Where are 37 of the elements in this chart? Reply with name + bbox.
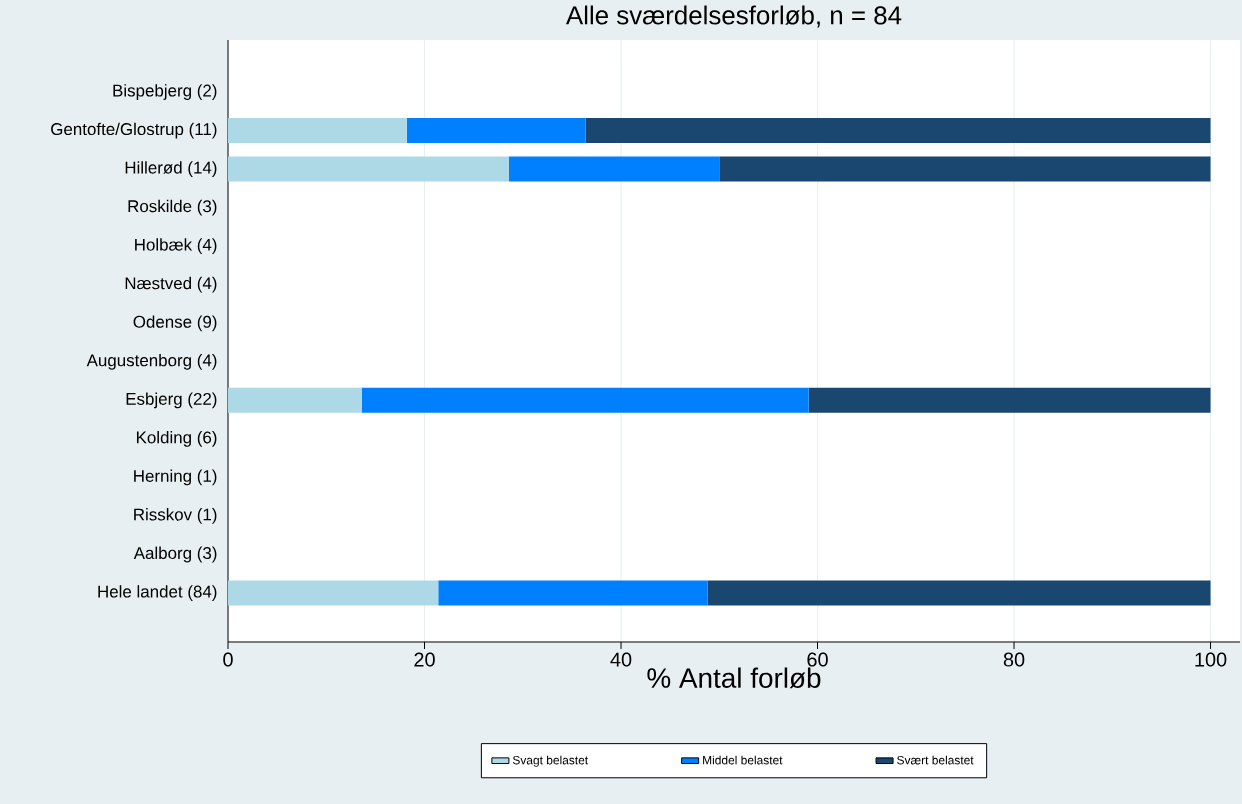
bar <box>228 580 439 606</box>
x-tick-label: 20 <box>414 652 435 667</box>
y-tick-label: Roskilde (3) <box>128 199 217 216</box>
y-tick-label: Augustenborg (4) <box>86 353 217 370</box>
y-tick-label: Hillerød (14) <box>125 161 217 177</box>
bar <box>707 580 1211 606</box>
bar <box>228 118 407 144</box>
legend-label: Middel belastet <box>703 755 783 765</box>
y-tick-label: Hele landet (84) <box>98 585 217 601</box>
bar <box>808 387 1211 413</box>
x-tick-label: 80 <box>1003 652 1025 667</box>
y-tick-label: Esbjerg (22) <box>126 392 217 409</box>
x-axis-title: % Antal forløb <box>647 667 821 689</box>
bar <box>509 156 720 182</box>
y-tick-label: Odense (9) <box>133 315 217 332</box>
legend-label: Svært belastet <box>897 755 974 765</box>
chart-title: Alle sværdelsesforløb, n = 84 <box>565 5 902 28</box>
bar <box>406 118 586 144</box>
y-tick-label: Næstved (4) <box>125 276 217 293</box>
y-tick-label: Bispebjerg (2) <box>113 84 217 100</box>
y-tick-label: Holbæk (4) <box>135 238 217 255</box>
bar <box>719 156 1211 182</box>
y-tick-label: Herning (1) <box>134 469 217 486</box>
bar <box>228 387 362 413</box>
bar <box>438 580 708 606</box>
bar <box>361 387 809 413</box>
x-tick-label: 60 <box>807 652 828 667</box>
x-tick-label: 0 <box>223 652 233 667</box>
bar <box>585 118 1211 144</box>
y-tick-label: Risskov (1) <box>134 508 217 524</box>
y-tick-label: Kolding (6) <box>136 431 217 447</box>
x-tick-label: 40 <box>610 652 632 667</box>
bar <box>228 156 510 182</box>
y-tick-label: Gentofte/Glostrup (11) <box>51 122 217 139</box>
x-tick-label: 100 <box>1195 652 1227 667</box>
legend-label: Svagt belastet <box>512 755 589 767</box>
y-tick-label: Aalborg (3) <box>133 546 217 563</box>
